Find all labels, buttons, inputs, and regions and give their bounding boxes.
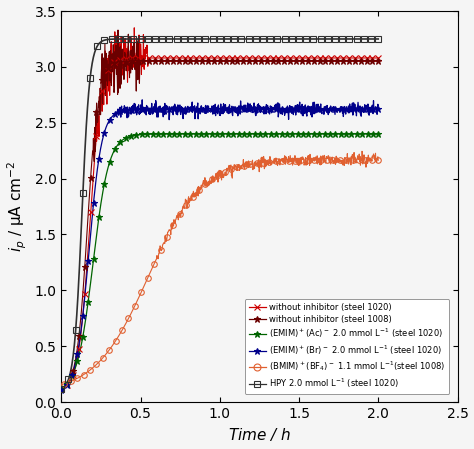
Y-axis label: $\mathit{i}_p$ / µA cm$^{-2}$: $\mathit{i}_p$ / µA cm$^{-2}$ <box>6 161 29 252</box>
Legend: without inhibitor (steel 1020), without inhibitor (steel 1008), (EMIM)$^+$(Ac)$^: without inhibitor (steel 1020), without … <box>245 299 449 394</box>
X-axis label: $\mathit{Time}$ / h: $\mathit{Time}$ / h <box>228 427 291 444</box>
